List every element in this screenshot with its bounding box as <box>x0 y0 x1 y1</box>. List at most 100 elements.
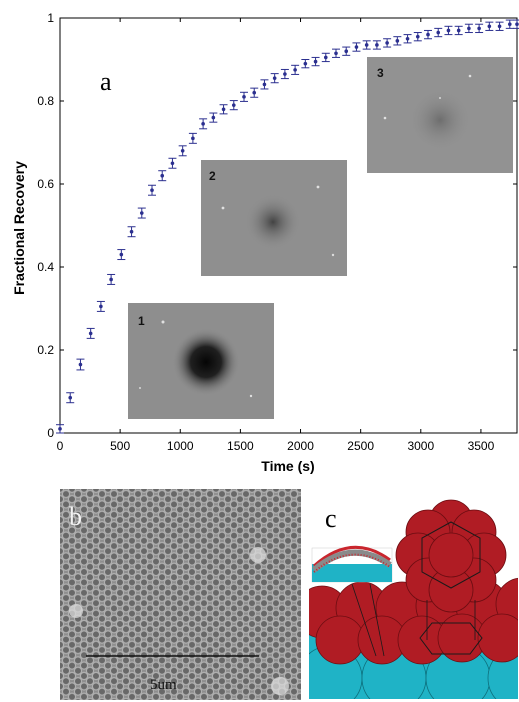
x-tick-label: 1500 <box>227 439 254 453</box>
x-tick-label: 2000 <box>287 439 314 453</box>
plot-frame <box>59 17 518 434</box>
marker <box>395 39 400 43</box>
inset-image-3: 3 <box>367 57 513 173</box>
data-point <box>117 249 126 261</box>
marker <box>375 43 379 47</box>
data-point <box>352 42 361 52</box>
data-point <box>250 87 259 98</box>
inset-pointer-line <box>369 583 385 657</box>
data-point <box>188 132 197 144</box>
y-tick-label: 0.2 <box>37 343 54 357</box>
data-point <box>56 424 64 434</box>
panel-c-schematic: c <box>309 487 518 699</box>
data-point <box>260 79 269 90</box>
y-tick-label: 0.4 <box>37 260 54 274</box>
y-tick-label: 0 <box>47 426 54 440</box>
marker <box>477 26 481 31</box>
marker <box>109 277 113 282</box>
marker <box>354 45 359 49</box>
x-tick-label: 3500 <box>468 439 495 453</box>
data-point <box>424 29 433 40</box>
tick-labels: 0 500 1000 1500 2000 2500 3000 3500 0 0.2 0.4 0.6 0.… <box>37 11 494 453</box>
data-point <box>148 184 157 196</box>
marker <box>415 34 420 39</box>
data-point <box>495 21 504 31</box>
data-point <box>362 40 371 50</box>
bilayer-inset <box>311 546 393 583</box>
data-point <box>137 207 146 219</box>
inset-label-2: 2 <box>209 169 216 183</box>
y-tick-label: 0.6 <box>37 177 54 191</box>
data-point <box>168 157 177 169</box>
marker <box>262 82 267 87</box>
marker <box>334 51 338 56</box>
marker <box>467 26 471 31</box>
marker <box>160 173 165 178</box>
data-point <box>513 19 519 29</box>
data-point <box>485 21 494 31</box>
x-tick-label: 500 <box>110 439 130 453</box>
data-point <box>464 23 473 34</box>
marker <box>426 32 430 37</box>
defect-cluster <box>271 677 289 695</box>
data-point <box>178 145 187 157</box>
data-point <box>107 273 116 285</box>
data-point <box>219 104 228 115</box>
inset-label-1: 1 <box>138 314 145 328</box>
marker <box>456 28 461 33</box>
data-point <box>372 40 381 50</box>
data-point <box>158 170 167 182</box>
x-axis-title: Time (s) <box>261 458 314 474</box>
marker <box>323 55 328 60</box>
marker <box>129 229 134 234</box>
panel-a-chart: 0 500 1000 1500 2000 2500 3000 3500 0 0.2 0.4 0.6 0.… <box>11 11 519 474</box>
marker <box>252 90 257 95</box>
data-point <box>332 48 341 58</box>
marker <box>283 72 287 76</box>
data-point <box>321 52 330 63</box>
data-point <box>270 73 279 84</box>
marker <box>78 362 83 367</box>
marker <box>313 59 318 64</box>
x-tick-label: 3000 <box>407 439 434 453</box>
data-point <box>393 36 402 46</box>
y-tick-label: 1 <box>47 11 54 25</box>
panel-label-c: c <box>325 504 337 533</box>
marker <box>88 331 93 336</box>
data-point <box>301 59 310 69</box>
y-axis-title: Fractional Recovery <box>11 161 27 295</box>
marker <box>344 49 349 53</box>
micrograph-background <box>60 489 301 700</box>
inset-image-2: 2 <box>201 160 347 276</box>
data-point <box>229 100 238 111</box>
data-point <box>96 300 105 312</box>
data-point <box>209 112 218 123</box>
data-point <box>280 68 289 80</box>
marker <box>139 211 144 215</box>
data-point <box>86 327 95 339</box>
marker <box>58 427 62 431</box>
data-point <box>342 46 351 56</box>
y-tick-label: 0.8 <box>37 94 54 108</box>
data-point <box>66 392 75 404</box>
data-point <box>475 23 484 34</box>
marker <box>231 103 236 107</box>
data-point <box>505 19 514 29</box>
panel-label-b: b <box>69 502 82 531</box>
marker <box>497 24 502 29</box>
marker <box>201 122 205 126</box>
marker <box>507 22 512 27</box>
data-point <box>413 32 422 42</box>
defect-cluster <box>69 604 83 618</box>
cluster-hexagon <box>421 521 481 589</box>
inset-pointer-line <box>351 583 377 657</box>
data-point <box>444 25 453 36</box>
top-view-cluster <box>395 499 507 613</box>
data-point <box>199 118 208 130</box>
marker <box>170 161 175 166</box>
data-point <box>434 27 443 38</box>
marker <box>364 43 369 47</box>
marker <box>180 149 185 153</box>
marker <box>446 28 451 33</box>
